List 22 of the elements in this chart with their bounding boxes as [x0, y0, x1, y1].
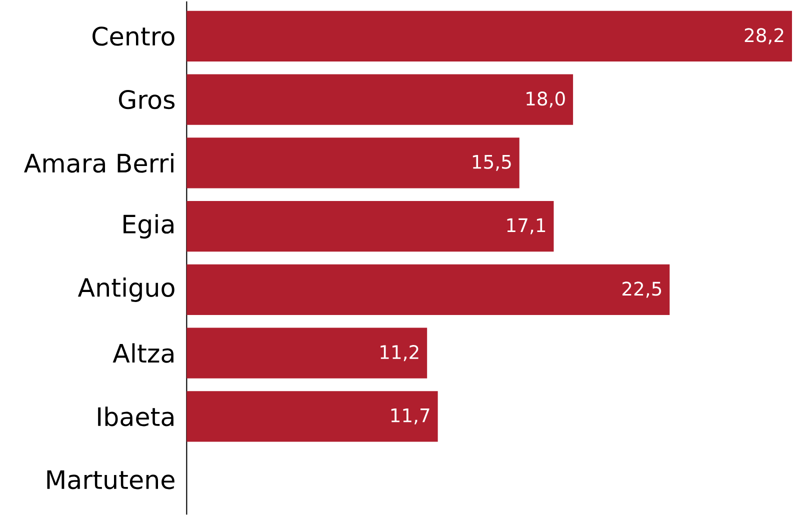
y-tick-label: Martutene	[47, 470, 174, 490]
y-tick-label: Antiguo	[78, 277, 174, 302]
bar	[186, 328, 428, 378]
y-tick-label: Centro	[92, 26, 174, 46]
data-label: 17,1	[507, 218, 546, 234]
bar	[186, 138, 520, 188]
y-tick-label: Gros	[118, 90, 175, 110]
data-label: 28,2	[744, 28, 784, 44]
data-label: 18,0	[526, 92, 565, 108]
bar	[186, 264, 670, 316]
bar	[186, 391, 438, 442]
bar	[186, 200, 554, 252]
data-label: 11,2	[380, 345, 418, 362]
data-label: 11,7	[391, 408, 430, 424]
y-tick-label: Amara Berri	[24, 153, 174, 173]
bar	[186, 74, 574, 125]
y-tick-label: Ibaeta	[98, 406, 174, 426]
y-tick-label: Egia	[124, 214, 174, 239]
data-label: 22,5	[622, 282, 662, 298]
bar	[186, 10, 792, 62]
y-tick-label: Altza	[112, 343, 174, 363]
data-label: 15,5	[472, 155, 511, 171]
